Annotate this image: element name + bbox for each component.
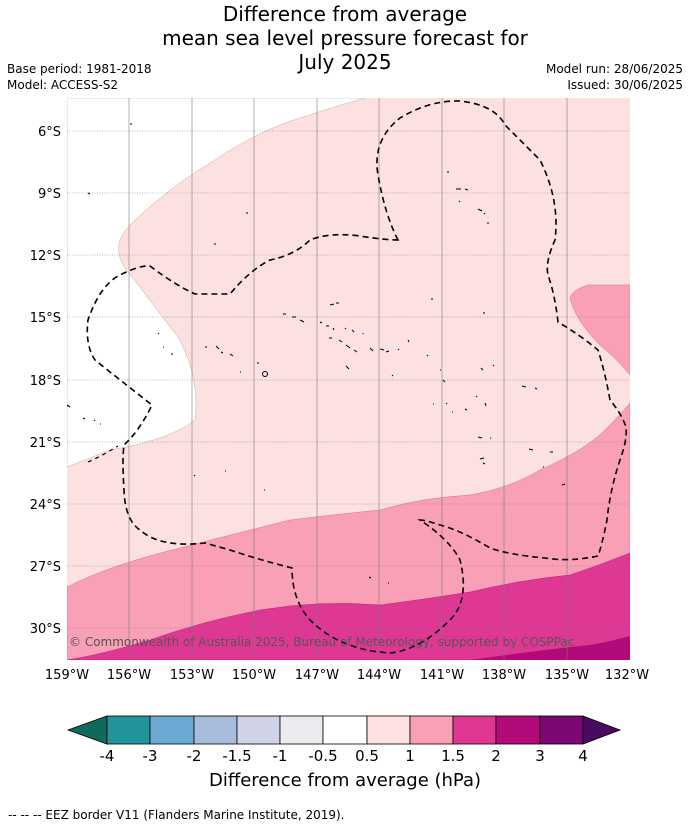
colorbar-ticks: -4 -3 -2 -1.5 -1 -0.5 0.5 1 1.5 2 3 4 <box>100 747 588 765</box>
model-name: Model: ACCESS-S2 <box>7 78 119 92</box>
colorbar-extend-low <box>66 715 108 745</box>
colorbar-tick-label: 2 <box>491 747 501 765</box>
title-line-1: Difference from average <box>222 2 468 26</box>
colorbar <box>66 715 622 745</box>
colorbar-tick-label: 0.5 <box>355 747 379 765</box>
anomaly-2-3-region <box>470 636 630 660</box>
colorbar-segment <box>366 715 411 745</box>
colorbar-segment <box>236 715 281 745</box>
map-plot-area: © Commonwealth of Australia 2025, Bureau… <box>67 98 630 660</box>
chart-title: Difference from average mean sea level p… <box>0 2 690 74</box>
colorbar-tick-label: 3 <box>535 747 545 765</box>
lat-label: 21°S <box>30 436 61 451</box>
colorbar-extend-high <box>582 715 622 745</box>
colorbar-segment <box>193 715 238 745</box>
colorbar-tick-label: -1 <box>273 747 288 765</box>
islands <box>82 123 566 584</box>
title-line-2: mean sea level pressure forecast for <box>162 26 528 50</box>
colorbar-tick-label: 1.5 <box>441 747 465 765</box>
colorbar-tick-label: -1.5 <box>222 747 251 765</box>
lat-label: 24°S <box>30 498 61 513</box>
lon-label: 141°W <box>420 668 464 683</box>
colorbar-tick-label: -3 <box>143 747 158 765</box>
lon-label: 147°W <box>295 668 339 683</box>
eez-footnote: -- -- -- EEZ border V11 (Flanders Marine… <box>8 808 345 822</box>
graticule <box>67 98 630 660</box>
anomaly-1-1.5-region-east <box>569 284 630 376</box>
longitude-labels: 159°W 156°W 153°W 150°W 147°W 144°W 141°… <box>45 668 649 683</box>
colorbar-segment <box>452 715 497 745</box>
copyright-notice: © Commonwealth of Australia 2025, Bureau… <box>69 635 574 649</box>
meta-left: Base period: 1981-2018 Model: ACCESS-S2 <box>7 61 152 93</box>
colorbar-tick-label: 1 <box>405 747 415 765</box>
colorbar-segment <box>279 715 324 745</box>
lon-label: 144°W <box>357 668 401 683</box>
colorbar-tick-label: 4 <box>578 747 588 765</box>
lon-label: 153°W <box>170 668 214 683</box>
lat-label: 6°S <box>38 125 61 140</box>
lon-label: 159°W <box>45 668 89 683</box>
anomaly-near-zero-region <box>67 98 366 468</box>
lon-label: 135°W <box>545 668 589 683</box>
lon-label: 156°W <box>107 668 151 683</box>
lat-label: 12°S <box>30 249 61 264</box>
lat-label: 18°S <box>30 374 61 389</box>
lat-label: 30°S <box>30 622 61 637</box>
title-line-3: July 2025 <box>298 50 392 74</box>
lon-label: 138°W <box>482 668 526 683</box>
colorbar-segment <box>539 715 584 745</box>
anomaly-1.5-2-region <box>67 552 630 660</box>
lat-label: 9°S <box>38 187 61 202</box>
colorbar-segment <box>149 715 195 745</box>
issued-date: Issued: 30/06/2025 <box>567 78 683 92</box>
lat-label: 15°S <box>30 311 61 326</box>
colorbar-segment <box>322 715 368 745</box>
lon-label: 132°W <box>605 668 649 683</box>
colorbar-tick-label: -2 <box>187 747 202 765</box>
colorbar-tick-label: -4 <box>100 747 115 765</box>
eez-border <box>86 100 628 654</box>
colorbar-title: Difference from average (hPa) <box>208 770 482 791</box>
colorbar-segment <box>409 715 454 745</box>
colorbar-segment <box>495 715 541 745</box>
base-period: Base period: 1981-2018 <box>7 62 152 76</box>
colorbar-segment <box>106 715 151 745</box>
lon-label: 150°W <box>232 668 276 683</box>
eez-border-west <box>67 404 119 463</box>
model-run: Model run: 28/06/2025 <box>545 62 683 76</box>
lat-label: 27°S <box>30 560 61 575</box>
colorbar-tick-label: -0.5 <box>308 747 337 765</box>
meta-right: Model run: 28/06/2025 Issued: 30/06/2025 <box>546 61 683 93</box>
latitude-labels: 6°S 9°S 12°S 15°S 18°S 21°S 24°S 27°S 30… <box>30 125 61 637</box>
